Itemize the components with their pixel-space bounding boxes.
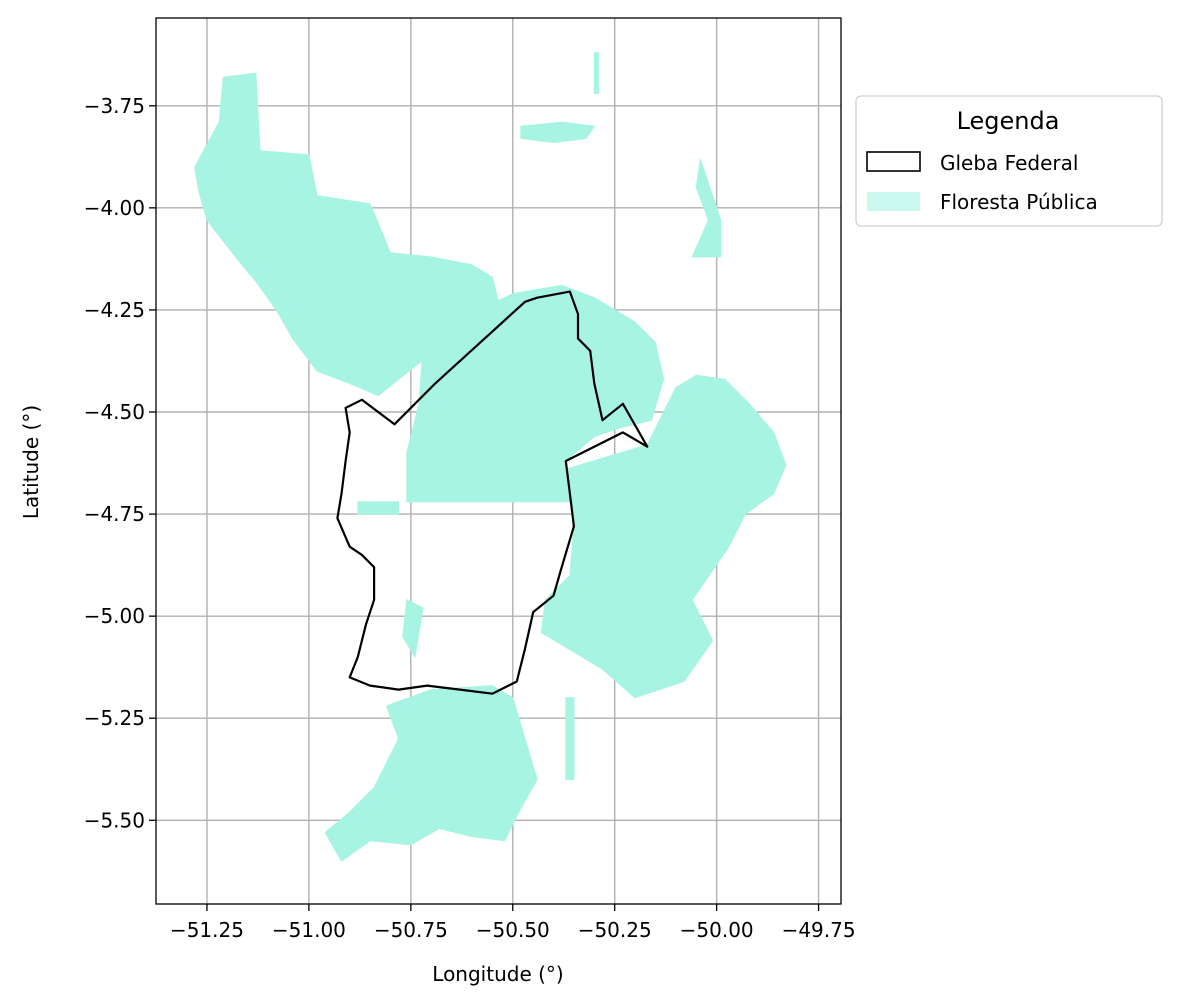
x-tick-label: −51.25 — [170, 918, 244, 942]
y-tick-label: −4.25 — [84, 298, 145, 322]
x-tick-label: −50.75 — [374, 918, 448, 942]
floresta-publica-area — [357, 501, 400, 515]
floresta-publica-area — [324, 685, 538, 862]
y-axis-label: Latitude (°) — [19, 405, 43, 519]
y-tick-label: −4.75 — [84, 502, 145, 526]
legend-swatch-gleba-federal — [866, 151, 921, 172]
y-tick-label: −3.75 — [84, 94, 145, 118]
gleba-federal-boundary — [336, 290, 649, 695]
floresta-publica-area — [520, 121, 596, 144]
floresta-publica-layer — [194, 52, 787, 862]
floresta-publica-area — [540, 374, 787, 699]
floresta-publica-area — [406, 284, 665, 503]
floresta-publica-area — [691, 158, 722, 258]
gleba-federal-layer — [336, 290, 649, 695]
legend-label-floresta-publica: Floresta Pública — [940, 190, 1098, 214]
y-tick-label: −5.00 — [84, 604, 145, 628]
y-tick-label: −5.25 — [84, 706, 145, 730]
x-tick-label: −50.25 — [578, 918, 652, 942]
x-tick-label: −51.00 — [272, 918, 346, 942]
floresta-publica-area — [565, 697, 575, 780]
x-axis-label: Longitude (°) — [432, 962, 563, 986]
floresta-publica-area — [593, 52, 599, 94]
legend-box — [855, 95, 1163, 227]
legend: Legenda Gleba Federal Floresta Pública — [855, 95, 1163, 227]
x-tick-label: −50.50 — [476, 918, 550, 942]
floresta-publica-area — [194, 72, 502, 397]
floresta-publica-area — [402, 599, 424, 659]
plot-frame — [155, 17, 842, 905]
y-tick-label: −5.50 — [84, 808, 145, 832]
legend-title: Legenda — [957, 107, 1060, 135]
y-tick-label: −4.00 — [84, 196, 145, 220]
x-tick-label: −49.75 — [782, 918, 856, 942]
x-tick-label: −50.00 — [680, 918, 754, 942]
axis-ticks: −51.25 −51.00 −50.75 −50.50 −50.25 −50.00 −49.… — [84, 94, 856, 942]
y-tick-label: −4.50 — [84, 400, 145, 424]
legend-label-gleba-federal: Gleba Federal — [940, 151, 1078, 175]
legend-swatch-floresta-publica — [867, 192, 920, 211]
